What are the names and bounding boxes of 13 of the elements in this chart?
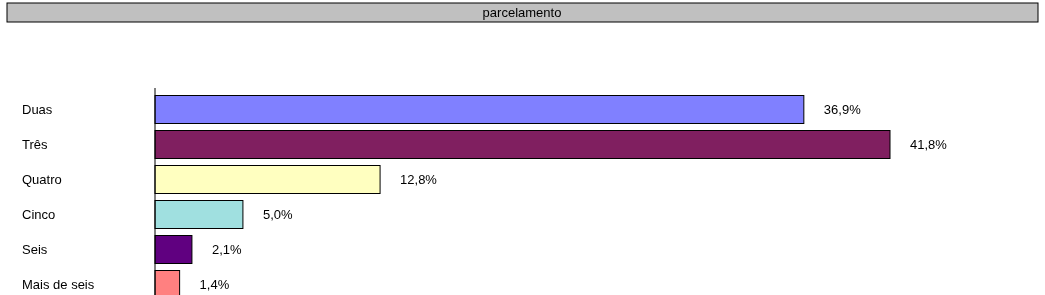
y-tick-label: Quatro (22, 171, 62, 187)
y-tick-label: Duas (22, 101, 53, 117)
data-label: 5,0% (262, 206, 293, 222)
y-tick-label: Cinco (22, 206, 56, 222)
chart-title: parcelamento (482, 5, 562, 20)
data-label: 12,8% (400, 171, 438, 187)
y-tick-label: Seis (22, 241, 48, 257)
data-label: 41,8% (910, 136, 948, 152)
data-label: 36,9% (823, 101, 862, 117)
data-label: 1,4% (199, 276, 230, 292)
data-label: 2,1% (211, 241, 242, 257)
y-tick-label: Mais de seis (22, 276, 95, 292)
y-tick-label: Três (22, 136, 49, 152)
